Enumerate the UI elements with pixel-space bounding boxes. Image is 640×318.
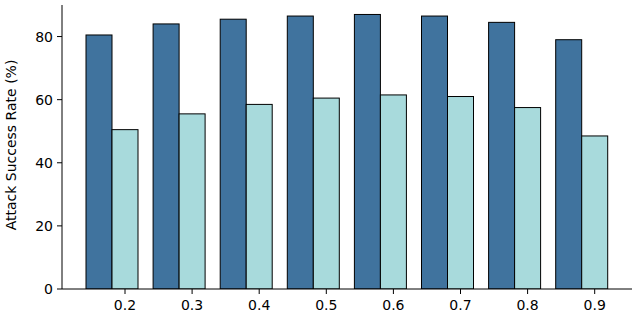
x-axis-line [62, 289, 632, 290]
bar [422, 16, 448, 289]
y-axis-label: Attack Success Rate (%) [3, 60, 19, 231]
bar [220, 19, 246, 289]
bar [153, 24, 179, 289]
y-tick [57, 99, 62, 100]
bars [86, 14, 608, 289]
chart-svg: 0 20 40 60 80 0.2 0.3 0.4 0.5 0.6 0.7 0.8 0.9 Attack … [0, 0, 640, 318]
x-tick-label: 0.5 [315, 297, 337, 313]
y-tick-label: 60 [35, 92, 53, 108]
bar [556, 40, 582, 289]
y-tick [57, 289, 62, 290]
x-tick [326, 289, 327, 294]
bar [246, 104, 272, 289]
bar [582, 136, 608, 289]
y-tick-label: 0 [44, 281, 53, 297]
y-tick-label: 40 [35, 155, 53, 171]
bar [112, 130, 138, 289]
x-tick-label: 0.9 [584, 297, 606, 313]
x-tick [125, 289, 126, 294]
x-tick [527, 289, 528, 294]
x-tick [259, 289, 260, 294]
bar [86, 35, 112, 289]
bar [489, 22, 515, 289]
y-tick-label: 80 [35, 29, 53, 45]
bar [448, 97, 474, 289]
y-tick-label: 20 [35, 218, 53, 234]
x-tick-label: 0.4 [248, 297, 270, 313]
bar [354, 14, 380, 289]
bar [287, 16, 313, 289]
x-tick-label: 0.8 [516, 297, 538, 313]
bar [380, 95, 406, 289]
y-tick [57, 162, 62, 163]
y-tick [57, 225, 62, 226]
bar [313, 98, 339, 289]
bar [515, 108, 541, 289]
x-tick-label: 0.2 [114, 297, 136, 313]
x-tick [594, 289, 595, 294]
y-axis-line [62, 5, 63, 289]
x-tick-label: 0.6 [382, 297, 404, 313]
chart-container: 0 20 40 60 80 0.2 0.3 0.4 0.5 0.6 0.7 0.8 0.9 Attack … [0, 0, 640, 318]
x-tick [192, 289, 193, 294]
y-tick [57, 36, 62, 37]
x-tick-label: 0.3 [181, 297, 203, 313]
x-tick [460, 289, 461, 294]
bar [179, 114, 205, 289]
x-tick [393, 289, 394, 294]
x-tick-label: 0.7 [449, 297, 471, 313]
